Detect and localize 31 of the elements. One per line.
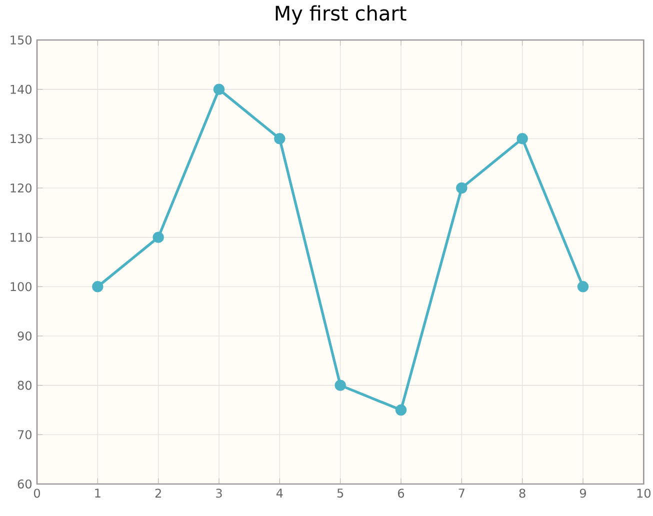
y-tick-label: 80	[18, 380, 32, 390]
x-tick-label: 2	[155, 488, 161, 498]
y-tick-label: 70	[18, 430, 32, 440]
point	[92, 281, 104, 292]
x-tick-label: 9	[580, 488, 586, 498]
y-tick-label: 150	[10, 35, 32, 45]
x-tick-label: 1	[95, 488, 100, 498]
point	[577, 281, 589, 292]
point	[456, 182, 468, 194]
point	[516, 133, 528, 144]
y-tick-label: 130	[10, 134, 32, 144]
x-tick-label: 5	[337, 488, 344, 498]
y-tick-label: 110	[10, 232, 32, 242]
y-tick-label: 100	[10, 282, 32, 292]
point	[152, 232, 164, 243]
x-tick-label: 0	[34, 488, 40, 498]
point	[334, 380, 346, 391]
x-tick-label: 10	[637, 488, 650, 498]
point	[395, 404, 407, 416]
point	[274, 133, 286, 144]
x-tick-label: 7	[458, 488, 464, 498]
y-tick-label: 120	[10, 183, 32, 193]
y-tick-label: 90	[18, 331, 32, 341]
y-tick-label: 60	[18, 479, 32, 489]
x-tick-label: 6	[398, 488, 404, 498]
y-tick-label: 140	[10, 84, 32, 94]
x-tick-label: 3	[216, 488, 222, 498]
point	[213, 84, 225, 95]
x-tick-label: 4	[276, 488, 283, 498]
chart-title: My first chart	[276, 5, 406, 25]
x-tick-label: 8	[519, 488, 526, 498]
